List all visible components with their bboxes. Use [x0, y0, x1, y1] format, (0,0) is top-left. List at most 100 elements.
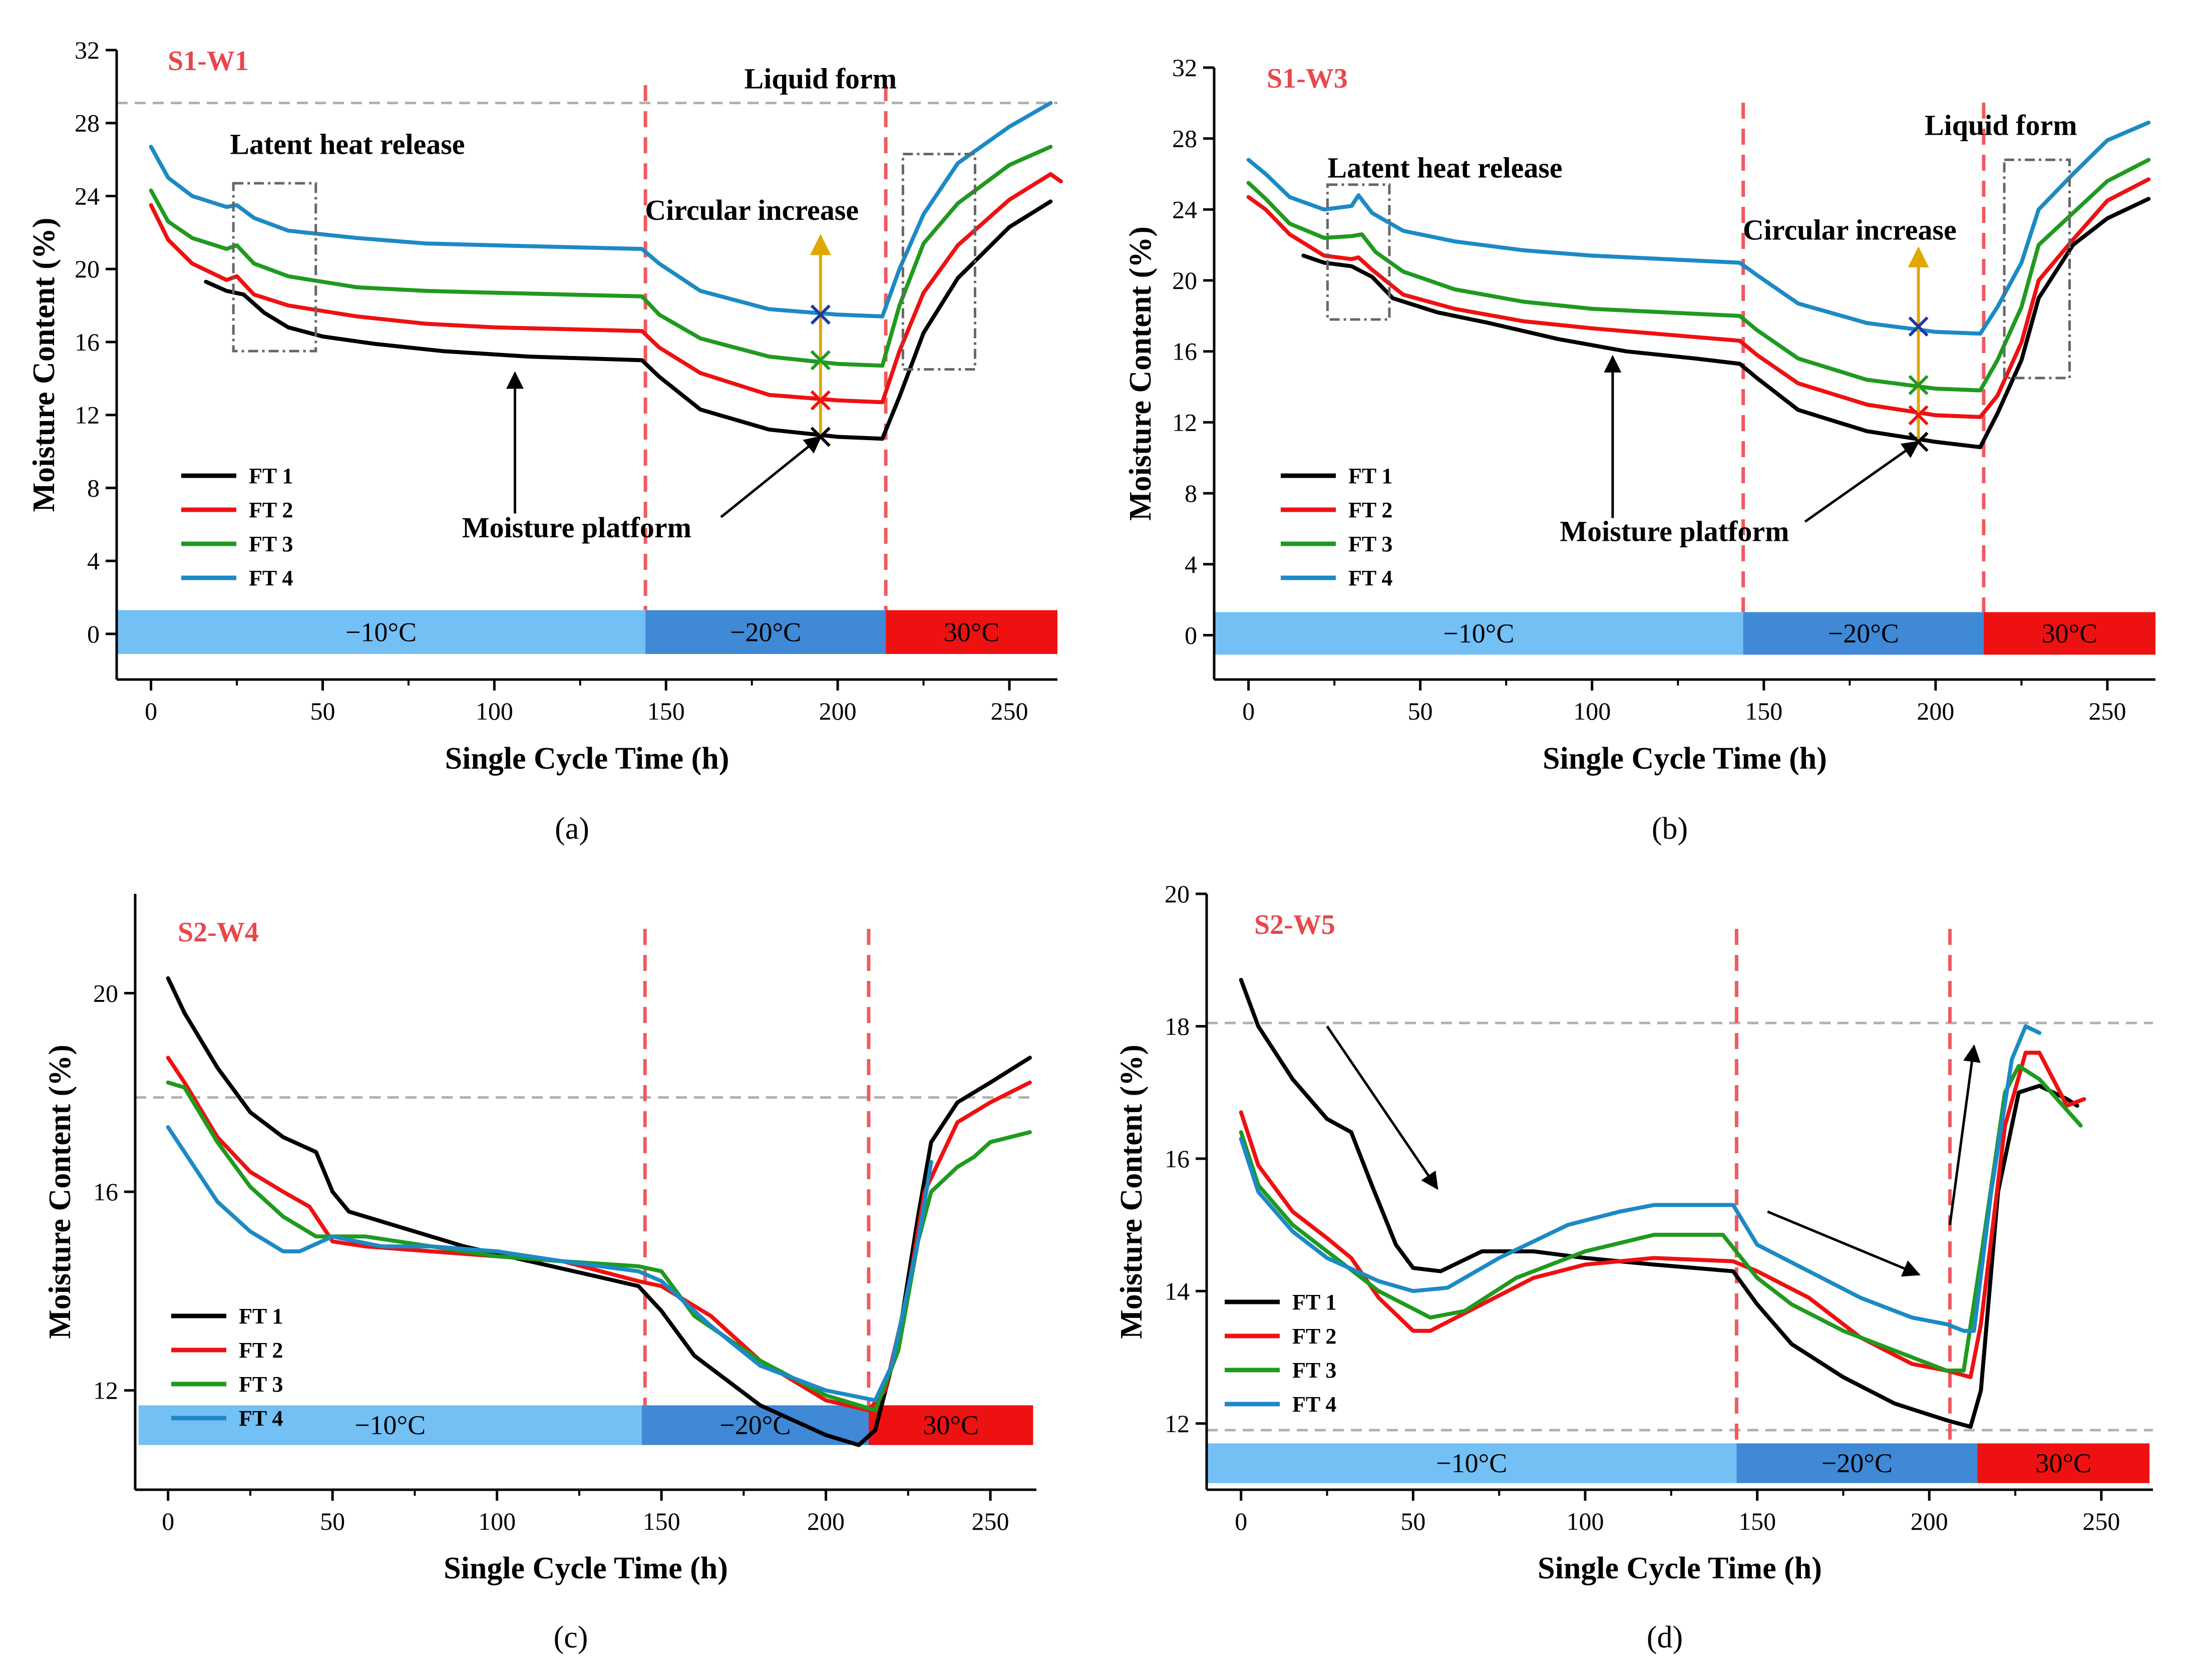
panel-d-x-tick-label: 50 — [1400, 1507, 1425, 1535]
panel-b-x-tick-label: 100 — [1573, 697, 1611, 725]
panel-c-temperature-band — [138, 1405, 642, 1445]
panel-b-cross-marker — [1908, 405, 1929, 426]
panel-b-annotation: Circular increase — [1743, 214, 1957, 246]
panel-d-legend-label: FT 4 — [1292, 1392, 1336, 1417]
panel-d-annotation-arrow — [1326, 1026, 1438, 1190]
panel-b-series-ft1-line — [1301, 197, 2151, 449]
panel-b-x-tick-label: 50 — [1408, 697, 1433, 725]
panel-a-cross-marker — [810, 350, 831, 371]
panel-d-y-tick-label: 14 — [1165, 1277, 1190, 1305]
panel-b-x-tick-label: 200 — [1917, 697, 1954, 725]
panel-a-y-tick-label: 20 — [75, 255, 100, 283]
panel-a-highlight-box — [901, 153, 976, 371]
panel-a-legend-label: FT 1 — [249, 464, 293, 488]
panel-c-band-label: −10°C — [354, 1410, 426, 1440]
panel-a-y-tick-label: 4 — [87, 547, 100, 575]
panel-a-tag: S1-W1 — [168, 46, 249, 77]
panel-b-highlight-box — [2003, 158, 2071, 380]
panel-a-caption: (a) — [555, 812, 589, 846]
panel-a-cross-marker — [810, 304, 831, 325]
panel-d-band-label: 30°C — [2035, 1448, 2091, 1478]
panel-b-band-label: −10°C — [1443, 618, 1514, 648]
panel-b-y-tick-label: 16 — [1172, 338, 1197, 366]
panel-b-tag: S1-W3 — [1267, 63, 1348, 94]
panel-b-annotation: Latent heat release — [1327, 152, 1562, 184]
panel-d-y-axis-title: Moisture Content (%) — [1115, 1045, 1149, 1339]
panel-d-band-label: −10°C — [1436, 1448, 1507, 1478]
panel-d-series-ft3-line — [1239, 1064, 2083, 1373]
panel-c-x-tick-label: 0 — [162, 1507, 174, 1535]
panel-a-series-ft4-line — [149, 101, 1053, 318]
panel-c-caption: (c) — [554, 1620, 588, 1654]
panel-d-series-ft4-line — [1239, 1024, 2042, 1333]
panel-b-annotation: Liquid form — [1925, 109, 2077, 142]
panel-c-series-ft4-line — [166, 1125, 933, 1403]
panel-c-x-tick-label: 250 — [972, 1507, 1009, 1535]
panel-a-y-tick-label: 8 — [87, 474, 100, 502]
panel-b-y-axis-title: Moisture Content (%) — [1124, 226, 1158, 521]
panel-b-temperature-band — [1743, 612, 1984, 655]
panel-b-y-tick-label: 24 — [1172, 195, 1197, 223]
panel-a-annotation: Liquid form — [745, 63, 897, 95]
panel-a-annotation: Circular increase — [645, 194, 859, 226]
panel-b-legend-label: FT 1 — [1348, 464, 1392, 488]
panel-a-band-label: −20°C — [730, 617, 801, 647]
panel-b-y-tick-label: 4 — [1185, 550, 1197, 578]
panel-a-cross-marker — [810, 390, 831, 411]
panel-d-y-tick-label: 20 — [1165, 880, 1190, 908]
panel-a-temperature-band — [645, 610, 886, 654]
panel-d-series-ft2-line — [1239, 1051, 2086, 1380]
panel-a-series-ft3-line — [149, 145, 1053, 368]
panel-a-x-tick-label: 250 — [990, 697, 1028, 725]
panel-d-legend-label: FT 2 — [1292, 1324, 1336, 1349]
panel-b-series-ft4-line — [1246, 120, 2151, 336]
panel-b-series-ft3-line — [1246, 158, 2151, 393]
panel-c-legend-label: FT 2 — [239, 1338, 283, 1363]
panel-a-x-tick-label: 0 — [145, 697, 157, 725]
panel-a-x-axis-title: Single Cycle Time (h) — [445, 742, 729, 776]
panel-b-series-ft2-line — [1246, 177, 2151, 419]
panel-d-temperature-band — [1207, 1443, 1737, 1483]
panel-b-y-tick-label: 32 — [1172, 54, 1197, 82]
panel-a-y-tick-label: 28 — [75, 109, 100, 137]
panel-a-band-label: 30°C — [944, 617, 1000, 647]
panel-d-y-tick-label: 16 — [1165, 1145, 1190, 1173]
panel-a-x-tick-label: 200 — [819, 697, 857, 725]
panel-a-y-tick-label: 32 — [75, 36, 100, 64]
panel-d-temperature-band — [1977, 1443, 2150, 1483]
panel-a-legend-label: FT 3 — [249, 532, 293, 556]
panel-c-y-tick-label: 12 — [93, 1377, 118, 1405]
panel-d-legend-label: FT 3 — [1292, 1358, 1336, 1383]
panel-a-temperature-band — [886, 610, 1057, 654]
panel-d-tag: S2-W5 — [1254, 909, 1335, 940]
panel-b-y-tick-label: 0 — [1185, 621, 1197, 649]
panel-b-cross-marker — [1908, 375, 1929, 396]
panel-b-caption: (b) — [1652, 812, 1688, 846]
panel-b-x-tick-label: 0 — [1242, 697, 1255, 725]
panel-b-legend-label: FT 2 — [1348, 498, 1392, 522]
panel-d-legend-label: FT 1 — [1292, 1290, 1336, 1314]
panel-b-y-tick-label: 28 — [1172, 125, 1197, 153]
panel-a-annotation: Moisture platform — [462, 511, 691, 544]
panel-c-band-label: 30°C — [923, 1410, 979, 1440]
panel-b-x-tick-label: 150 — [1745, 697, 1782, 725]
panel-a-legend-label: FT 2 — [249, 498, 293, 522]
panel-a-band-label: −10°C — [345, 617, 417, 647]
panel-c-series-ft3-line — [166, 1080, 1032, 1413]
panel-b-y-tick-label: 12 — [1172, 408, 1197, 436]
panel-c-x-tick-label: 200 — [807, 1507, 845, 1535]
panel-a-series-ft1-line — [204, 199, 1053, 441]
panel-c-temperature-band — [868, 1405, 1033, 1445]
panel-b-annotation-arrow — [1804, 441, 1920, 523]
panel-b-temperature-band — [1983, 612, 2155, 655]
panel-a-annotation-arrow — [720, 436, 822, 518]
panel-c-legend-label: FT 1 — [239, 1304, 283, 1328]
panel-a-legend-label: FT 4 — [249, 566, 293, 590]
panel-d-x-tick-label: 250 — [2082, 1507, 2120, 1535]
panel-b-cross-marker — [1908, 316, 1929, 337]
panel-d-y-tick-label: 12 — [1165, 1410, 1190, 1438]
panel-a-temperature-band — [117, 610, 646, 654]
panel-c-x-tick-label: 100 — [478, 1507, 516, 1535]
panel-d-x-tick-label: 100 — [1567, 1507, 1604, 1535]
